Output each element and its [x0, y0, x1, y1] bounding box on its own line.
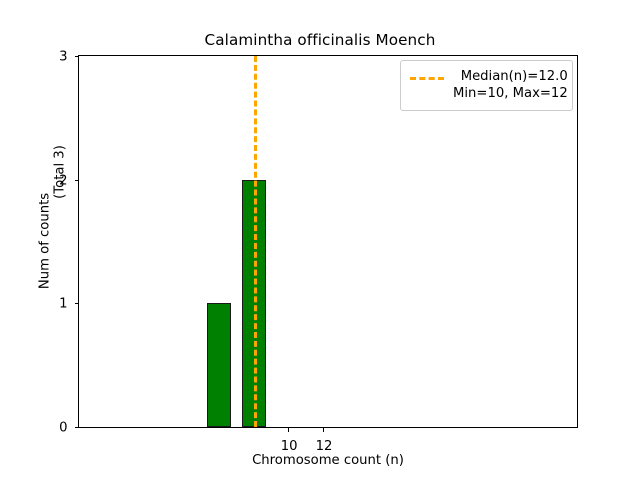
- x-tick-mark-10: 10: [281, 427, 298, 454]
- x-axis-label: Chromosome count (n): [252, 453, 404, 468]
- y-tick-label-0: 0: [59, 420, 68, 436]
- legend-entry-minmax: Min=10, Max=12: [453, 86, 568, 101]
- page-title: Calamintha officinalis Moench: [204, 31, 436, 49]
- legend-entry-text: Median(n)=12.0 Min=10, Max=12: [453, 68, 568, 102]
- plot-area: 0 1 2 3 10 12: [59, 50, 578, 454]
- y-tick-mark-0: 0: [59, 421, 79, 436]
- y-tick-mark-1: 1: [59, 297, 79, 312]
- y-tick-label-3: 3: [59, 49, 68, 65]
- y-tick-label-1: 1: [59, 296, 68, 312]
- legend: Median(n)=12.0 Min=10, Max=12: [400, 60, 573, 111]
- x-tick-label-12: 12: [315, 438, 333, 454]
- y-axis-label-secondary: (Total 3): [52, 145, 68, 199]
- bar-10[interactable]: [206, 303, 231, 427]
- median-reference-line: [253, 56, 257, 427]
- dashed-line-marker-icon: [410, 68, 444, 85]
- bar-12[interactable]: [241, 179, 266, 427]
- y-tick-mark-3: 3: [59, 50, 79, 65]
- plot-inner: [79, 56, 577, 427]
- y-tick-label-2: 2: [59, 173, 68, 189]
- legend-entry-median: Median(n)=12.0: [460, 69, 568, 84]
- y-axis-label: Num of counts: [37, 192, 53, 290]
- x-tick-label-10: 10: [280, 438, 298, 454]
- y-tick-mark-2: 2: [59, 173, 79, 188]
- x-tick-mark-12: 12: [316, 427, 332, 454]
